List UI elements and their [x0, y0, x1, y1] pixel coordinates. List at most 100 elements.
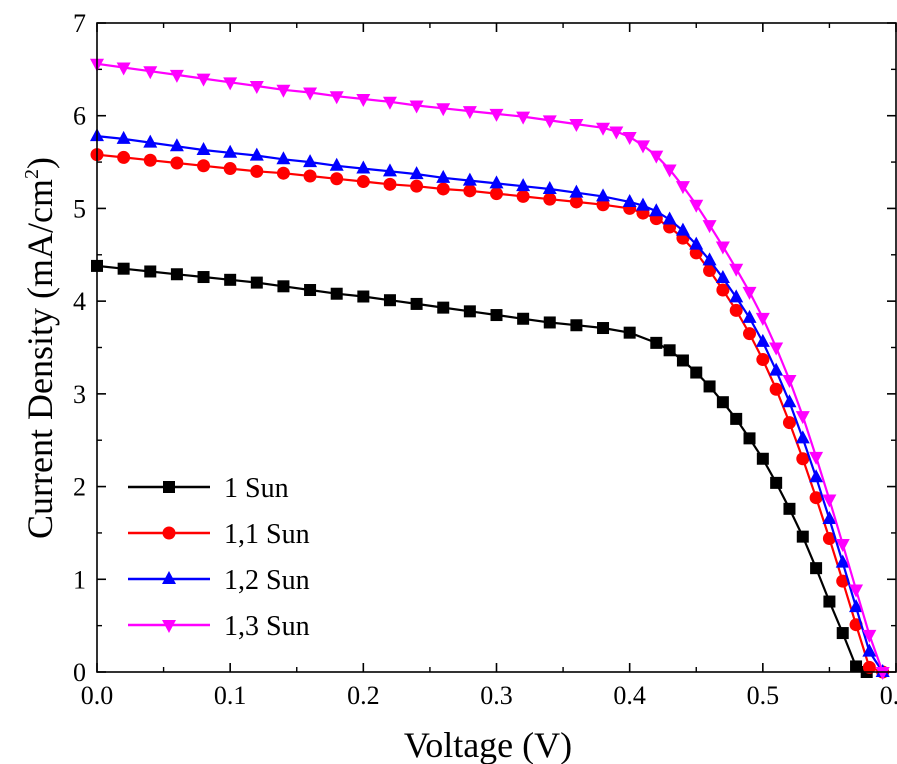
data-point: [197, 271, 210, 284]
data-point: [517, 312, 530, 325]
series-line: [96, 135, 884, 673]
data-point: [117, 150, 131, 164]
data-point: [809, 491, 823, 505]
data-point: [875, 667, 890, 680]
data-point: [304, 284, 317, 297]
data-point: [622, 193, 637, 207]
data-point: [516, 178, 531, 192]
data-point: [836, 627, 849, 640]
data-point: [742, 309, 757, 323]
data-point: [196, 142, 211, 156]
data-point: [755, 312, 770, 326]
data-point: [650, 336, 663, 349]
data-point: [196, 73, 211, 87]
data-point: [822, 531, 836, 545]
data-point: [729, 303, 743, 317]
data-point: [516, 111, 531, 125]
data-point: [117, 262, 130, 275]
data-point: [769, 342, 784, 356]
data-point: [462, 106, 477, 120]
data-point: [437, 301, 450, 314]
series-line: [96, 264, 868, 673]
data-point: [836, 574, 850, 588]
legend: 1 Sun 1,1 Sun 1,2 Sun 1,3 Sun: [128, 473, 310, 642]
data-point: [249, 81, 264, 95]
data-point: [862, 660, 876, 674]
data-point: [675, 222, 690, 236]
data-point: [462, 172, 477, 186]
data-point: [596, 122, 611, 136]
data-point: [410, 179, 424, 193]
data-point: [689, 199, 704, 213]
data-point: [756, 452, 769, 465]
data-point: [303, 87, 318, 101]
data-point: [849, 584, 864, 598]
data-point: [770, 476, 783, 489]
data-point: [729, 263, 744, 277]
series-layer: [90, 58, 890, 680]
data-point: [197, 159, 211, 173]
data-point: [596, 188, 611, 202]
data-point: [597, 322, 610, 335]
data-point: [356, 175, 370, 189]
data-point: [277, 280, 290, 293]
data-point: [690, 366, 703, 379]
data-point: [330, 172, 344, 186]
data-point: [809, 469, 824, 483]
data-point: [249, 147, 264, 161]
data-point: [170, 156, 184, 170]
data-point: [569, 184, 584, 198]
data-point: [169, 69, 184, 83]
data-point: [622, 132, 637, 146]
data-point: [356, 94, 371, 108]
data-point: [542, 115, 557, 129]
data-point: [716, 283, 730, 297]
data-point: [835, 539, 850, 553]
data-point: [489, 108, 504, 122]
data-point: [223, 77, 238, 91]
legend-label: 1 Sun: [224, 473, 289, 504]
x-tick-label: 0.2: [347, 681, 380, 710]
data-point: [143, 153, 157, 167]
plot-frame: [96, 22, 897, 673]
x-tick-label: 0.5: [747, 681, 780, 710]
data-point: [623, 326, 636, 339]
series-line: [96, 153, 884, 674]
data-point: [729, 289, 744, 303]
data-point: [543, 192, 557, 206]
data-point: [743, 327, 757, 341]
data-point: [169, 138, 184, 152]
data-point: [715, 269, 730, 283]
x-axis-title: Voltage (V): [404, 725, 572, 764]
data-point: [276, 151, 291, 165]
x-tick-label: 0.6: [880, 681, 897, 710]
data-point: [357, 290, 370, 303]
data-point: [409, 166, 424, 180]
data-point: [702, 220, 717, 234]
data-point: [436, 169, 451, 183]
y-tick-label: 0: [73, 658, 86, 687]
data-point: [116, 130, 131, 144]
data-point: [675, 181, 690, 195]
series-2: [90, 148, 890, 679]
data-point: [703, 380, 716, 393]
axis-ticks: 0.0 0.1 0.2 0.3 0.4 0.5 0.6 0 1 2 3 4 5 6 7: [73, 9, 897, 710]
y-tick-label: 1: [73, 565, 86, 594]
data-point: [542, 180, 557, 194]
data-point: [543, 316, 556, 329]
data-point: [436, 103, 451, 117]
data-point: [409, 100, 424, 114]
data-point: [250, 276, 263, 289]
data-point: [143, 66, 158, 80]
data-point: [276, 166, 290, 180]
data-point: [782, 416, 796, 430]
data-point: [810, 562, 823, 575]
data-point: [489, 175, 504, 189]
data-point: [116, 62, 131, 76]
data-point: [689, 236, 704, 250]
data-point: [809, 451, 824, 465]
legend-marker: [162, 620, 176, 633]
data-point: [303, 169, 317, 183]
legend-marker: [163, 481, 175, 493]
